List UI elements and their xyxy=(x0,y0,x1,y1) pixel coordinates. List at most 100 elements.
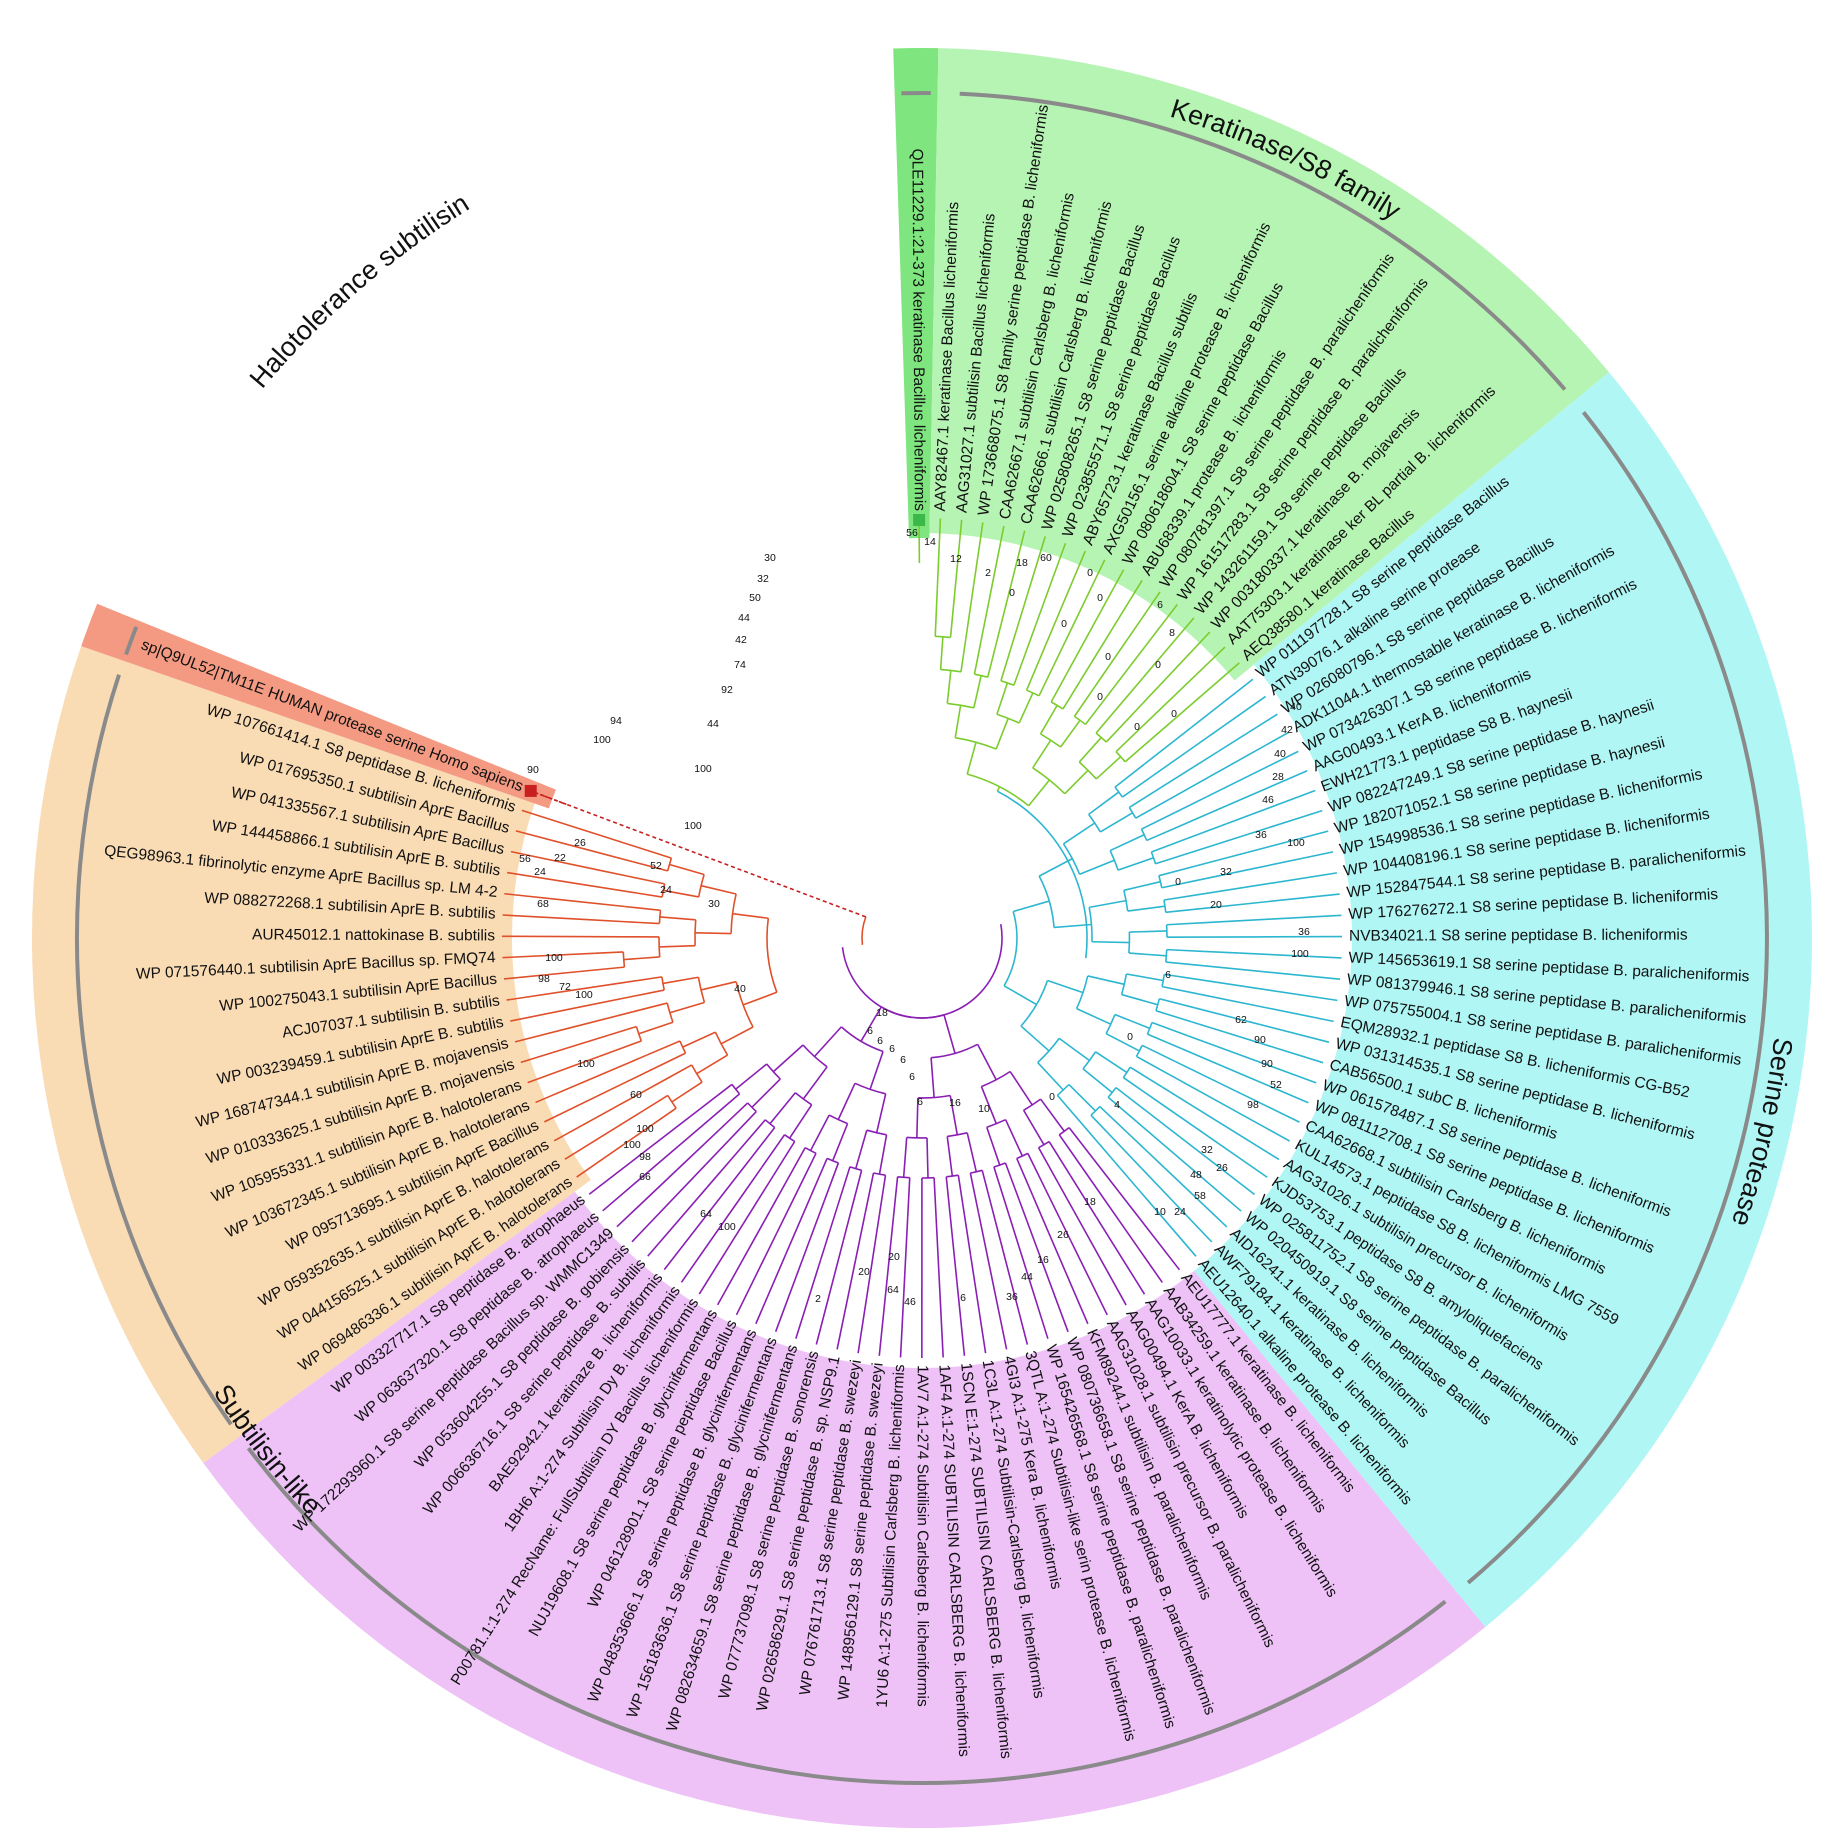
clade-background-keratinase xyxy=(929,48,1609,681)
bootstrap-value: 2 xyxy=(985,567,991,579)
terminal-branch xyxy=(716,1211,771,1306)
terminal-branch xyxy=(504,892,565,901)
terminal-branch xyxy=(553,1107,615,1142)
bootstrap-value: 100 xyxy=(623,1139,641,1151)
terminal-branch xyxy=(774,1238,811,1332)
bootstrap-value: 24 xyxy=(1174,1206,1186,1218)
bootstrap-value: 6 xyxy=(1157,599,1163,611)
clade-backgrounds xyxy=(31,47,1813,1829)
bootstrap-value: 32 xyxy=(757,573,769,585)
bootstrap-value: 0 xyxy=(1127,1031,1133,1043)
terminal-branch xyxy=(510,850,602,872)
terminal-branch xyxy=(502,914,587,921)
bootstrap-value: 0 xyxy=(1049,1091,1055,1103)
terminal-branch xyxy=(503,970,580,980)
clade-background-halotolerance xyxy=(31,646,591,1463)
bootstrap-value: 98 xyxy=(538,973,550,985)
terminal-branch xyxy=(1095,1216,1146,1295)
bootstrap-value: 52 xyxy=(650,860,662,872)
bootstrap-value: 0 xyxy=(1105,651,1111,663)
terminal-branch xyxy=(857,1278,871,1354)
bootstrap-value: 16 xyxy=(949,1097,961,1109)
terminal-branch xyxy=(1271,914,1342,920)
bootstrap-value: 44 xyxy=(738,612,750,624)
terminal-branch xyxy=(647,1186,708,1257)
terminal-branch xyxy=(1212,731,1289,776)
bootstrap-value: 40 xyxy=(1274,748,1286,760)
terminal-branch xyxy=(515,830,582,849)
terminal-branch xyxy=(899,1274,906,1358)
terminal-branch xyxy=(1255,809,1323,833)
terminal-branch xyxy=(1110,591,1161,665)
terminal-branch xyxy=(602,1145,679,1212)
terminal-branch xyxy=(1206,750,1299,798)
bootstrap-value: 6 xyxy=(1165,969,1171,981)
terminal-branch xyxy=(815,1240,845,1345)
terminal-branch xyxy=(999,1240,1029,1345)
marker-qle xyxy=(913,514,926,527)
terminal-branch xyxy=(1163,1167,1228,1228)
bootstrap-value: 48 xyxy=(1190,1169,1202,1181)
bootstrap-value: 0 xyxy=(1061,618,1067,630)
bootstrap-value: 44 xyxy=(1021,1271,1033,1283)
bootstrap-value: 66 xyxy=(639,1171,651,1183)
bootstrap-value: 40 xyxy=(734,983,746,995)
terminal-branch xyxy=(836,1260,857,1350)
bootstrap-value: 36 xyxy=(1006,1291,1018,1303)
terminal-branch xyxy=(520,1034,609,1064)
terminal-branch xyxy=(1173,662,1240,721)
terminal-branch xyxy=(937,1266,944,1358)
bootstrap-value: 94 xyxy=(610,715,622,727)
terminal-branch xyxy=(1144,1196,1197,1257)
bootstrap-value: 24 xyxy=(534,866,546,878)
terminal-branch xyxy=(1217,713,1278,753)
bootstrap-value: 6 xyxy=(900,1054,906,1066)
bootstrap-value: 64 xyxy=(700,1208,712,1220)
bootstrap-value: 62 xyxy=(1235,1014,1247,1026)
terminal-branch xyxy=(698,1223,744,1295)
clade-background-subtilisin xyxy=(203,1191,1486,1829)
terminal-branch xyxy=(535,1078,592,1104)
bootstrap-value: 100 xyxy=(718,1221,736,1233)
terminal-branch xyxy=(1010,530,1026,585)
bootstrap-value: 98 xyxy=(1247,1099,1259,1111)
bootstrap-value: 0 xyxy=(1171,708,1177,720)
terminal-branch xyxy=(1244,985,1338,1002)
bootstrap-value: 100 xyxy=(575,989,593,1001)
terminal-branch xyxy=(1259,872,1338,886)
terminal-branch xyxy=(527,1055,600,1084)
bootstrap-value: 32 xyxy=(1201,1144,1213,1156)
terminal-branch xyxy=(1173,646,1226,697)
terminal-branch xyxy=(1226,789,1316,825)
terminal-branch xyxy=(1239,952,1342,959)
bootstrap-value: 46 xyxy=(904,1296,916,1308)
terminal-branch xyxy=(1264,1006,1334,1023)
terminal-branch xyxy=(987,525,1005,604)
terminal-branch xyxy=(1246,893,1340,905)
bootstrap-value: 72 xyxy=(559,981,571,993)
terminal-branch xyxy=(952,519,963,607)
bootstrap-value: 0 xyxy=(1097,592,1103,604)
terminal-branch xyxy=(1179,1136,1256,1196)
terminal-branch xyxy=(1221,1065,1309,1104)
bootstrap-value: 100 xyxy=(1291,948,1309,960)
terminal-branch xyxy=(1019,1251,1049,1339)
terminal-branch xyxy=(795,1259,822,1339)
clade-ring-subtilisin xyxy=(246,1446,1447,1785)
bootstrap-value: 74 xyxy=(734,659,746,671)
bootstrap-value: 20 xyxy=(1210,899,1222,911)
terminal-branch xyxy=(528,789,567,806)
bootstrap-value: 4 xyxy=(1114,1099,1120,1111)
bootstrap-value: 10 xyxy=(978,1103,990,1115)
bootstrap-value: 60 xyxy=(630,1089,642,1101)
leaf-label: 1AV7 A:1-274 Subtilisin Carlsberg B. lic… xyxy=(914,1365,931,1707)
bootstrap-value: 44 xyxy=(707,718,719,730)
terminal-branch xyxy=(878,1257,891,1356)
bootstrap-value: 100 xyxy=(1287,837,1305,849)
bootstrap-value: 98 xyxy=(639,1151,651,1163)
bootstrap-value: 100 xyxy=(545,952,563,964)
terminal-branch xyxy=(1213,1098,1291,1142)
terminal-branch xyxy=(502,952,595,959)
bootstrap-value: 12 xyxy=(950,553,962,565)
bootstrap-value: 22 xyxy=(554,852,566,864)
